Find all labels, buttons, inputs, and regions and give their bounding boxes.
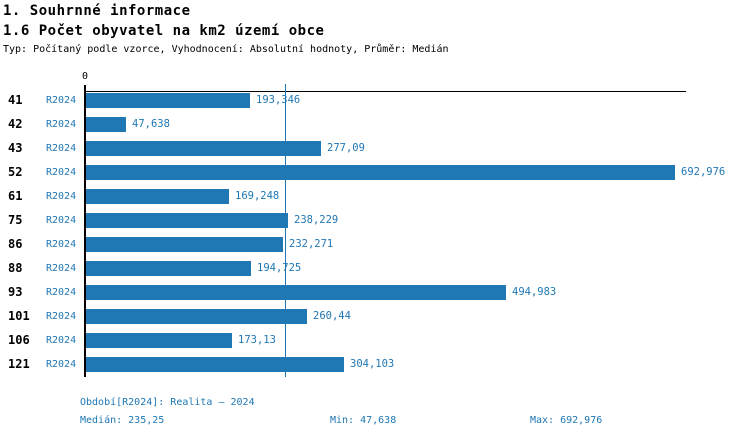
series-label: R2024 — [46, 335, 77, 346]
chart-row: 101 R2024 260,44 — [0, 309, 750, 324]
category-label: 93 — [8, 285, 23, 299]
chart-row: 121 R2024 304,103 — [0, 357, 750, 372]
series-label: R2024 — [46, 263, 77, 274]
value-label: 304,103 — [350, 358, 395, 370]
chart-row: 75 R2024 238,229 — [0, 213, 750, 228]
chart-meta-line: Typ: Počítaný podle vzorce, Vyhodnocení:… — [3, 44, 449, 55]
bar — [85, 357, 344, 372]
value-label: 238,229 — [294, 214, 339, 226]
chart-title: 1.6 Počet obyvatel na km2 území obce — [3, 23, 325, 39]
x-axis-line — [84, 91, 686, 92]
y-axis-line — [84, 85, 86, 377]
category-label: 61 — [8, 189, 23, 203]
category-label: 106 — [8, 333, 30, 347]
bar — [85, 189, 229, 204]
category-label: 42 — [8, 117, 23, 131]
category-label: 101 — [8, 309, 30, 323]
chart-row: 41 R2024 193,346 — [0, 93, 750, 108]
series-label: R2024 — [46, 311, 77, 322]
median-line — [285, 84, 286, 377]
bar — [85, 213, 288, 228]
chart-row: 52 R2024 692,976 — [0, 165, 750, 180]
series-label: R2024 — [46, 191, 77, 202]
chart-row: 61 R2024 169,248 — [0, 189, 750, 204]
bar — [85, 237, 283, 252]
series-label: R2024 — [46, 215, 77, 226]
category-label: 41 — [8, 93, 23, 107]
value-label: 169,248 — [235, 190, 280, 202]
bar — [85, 117, 126, 132]
category-label: 75 — [8, 213, 23, 227]
bar — [85, 93, 250, 108]
series-label: R2024 — [46, 287, 77, 298]
value-label: 232,271 — [289, 238, 334, 250]
chart-row: 106 R2024 173,13 — [0, 333, 750, 348]
series-label: R2024 — [46, 239, 77, 250]
bar — [85, 141, 321, 156]
series-label: R2024 — [46, 167, 77, 178]
bar — [85, 333, 232, 348]
value-label: 277,09 — [327, 142, 365, 154]
chart-row: 86 R2024 232,271 — [0, 237, 750, 252]
series-label: R2024 — [46, 143, 77, 154]
value-label: 194,725 — [257, 262, 302, 274]
category-label: 121 — [8, 357, 30, 371]
x-axis-zero-label: 0 — [81, 71, 89, 82]
chart-row: 42 R2024 47,638 — [0, 117, 750, 132]
series-label: R2024 — [46, 359, 77, 370]
category-label: 43 — [8, 141, 23, 155]
value-label: 173,13 — [238, 334, 276, 346]
category-label: 52 — [8, 165, 23, 179]
footer-period: Období[R2024]: Realita – 2024 — [80, 397, 255, 408]
bar — [85, 261, 251, 276]
value-label: 260,44 — [313, 310, 351, 322]
chart-row: 43 R2024 277,09 — [0, 141, 750, 156]
value-label: 47,638 — [132, 118, 170, 130]
category-label: 88 — [8, 261, 23, 275]
bar — [85, 309, 307, 324]
value-label: 494,983 — [512, 286, 557, 298]
footer-min: Min: 47,638 — [330, 415, 397, 426]
footer-max: Max: 692,976 — [530, 415, 603, 426]
footer-median: Medián: 235,25 — [80, 415, 165, 426]
category-label: 86 — [8, 237, 23, 251]
value-label: 193,346 — [256, 94, 301, 106]
bar — [85, 285, 506, 300]
report-title: 1. Souhrnné informace — [3, 3, 191, 19]
series-label: R2024 — [46, 95, 77, 106]
chart-row: 93 R2024 494,983 — [0, 285, 750, 300]
bar — [85, 165, 675, 180]
chart-row: 88 R2024 194,725 — [0, 261, 750, 276]
series-label: R2024 — [46, 119, 77, 130]
value-label: 692,976 — [681, 166, 726, 178]
